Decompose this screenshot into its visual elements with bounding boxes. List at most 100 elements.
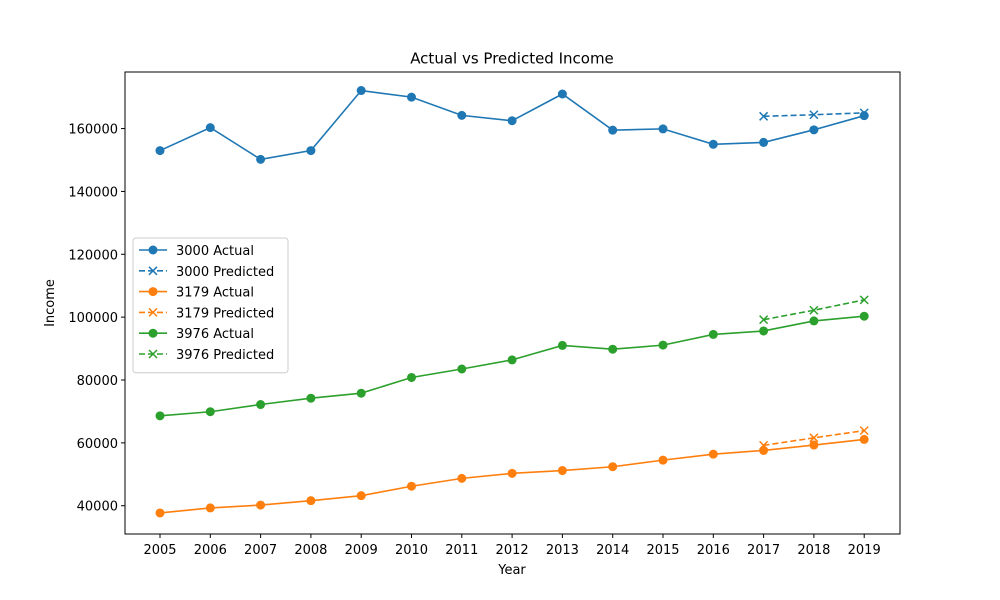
legend-label: 3179 Actual <box>176 286 254 301</box>
data-point <box>407 481 416 491</box>
x-tick-label: 2008 <box>294 543 327 558</box>
chart-title: Actual vs Predicted Income <box>410 50 614 68</box>
plot-area <box>124 71 901 535</box>
data-point <box>809 125 819 135</box>
y-axis-label: Income <box>43 279 58 327</box>
y-tick-label: 40000 <box>77 500 118 515</box>
data-point <box>859 111 869 121</box>
x-tick-label: 2005 <box>143 543 176 558</box>
legend-marker <box>148 245 158 255</box>
x-tick-label: 2018 <box>797 543 830 558</box>
x-tick-label: 2017 <box>747 543 780 558</box>
data-point <box>407 372 416 382</box>
data-point <box>205 407 215 417</box>
data-point <box>256 154 266 164</box>
data-point <box>457 110 467 120</box>
x-tick-label: 2010 <box>395 543 428 558</box>
data-point <box>859 426 869 436</box>
series-marks <box>155 86 869 518</box>
data-point <box>507 116 517 126</box>
data-point <box>407 92 416 102</box>
y-tick-label: 100000 <box>68 311 118 326</box>
x-tick-label: 2007 <box>244 543 277 558</box>
data-point <box>809 316 819 326</box>
data-point <box>859 295 869 305</box>
data-point <box>256 500 266 510</box>
x-axis-label: Year <box>497 563 526 578</box>
data-point <box>155 508 165 518</box>
data-point <box>759 137 769 147</box>
data-point <box>557 340 567 350</box>
x-tick-label: 2012 <box>496 543 529 558</box>
y-tick-label: 80000 <box>77 374 118 389</box>
legend-marker <box>148 287 158 297</box>
data-point <box>457 473 467 483</box>
data-point <box>356 388 366 398</box>
data-point <box>658 455 668 465</box>
data-point <box>759 440 769 450</box>
data-point <box>859 311 869 321</box>
legend-label: 3000 Actual <box>176 244 254 259</box>
data-point <box>809 440 819 450</box>
data-point <box>809 305 819 315</box>
legend-label: 3179 Predicted <box>176 306 274 321</box>
legend-item: 3976 Actual <box>139 327 254 342</box>
legend-item: 3179 Predicted <box>139 306 274 321</box>
data-point <box>708 449 718 459</box>
legend-item: 3000 Actual <box>139 244 254 259</box>
series-3976-actual <box>155 311 869 421</box>
data-point <box>809 433 819 443</box>
data-point <box>507 468 517 478</box>
data-point <box>809 110 819 120</box>
y-axis: 40000 60000 80000 100000 120000 140000 160000 <box>68 123 125 515</box>
series-3179-actual <box>155 434 869 518</box>
series-line <box>763 299 865 321</box>
legend-box <box>132 237 289 374</box>
legend-item: 3179 Actual <box>139 286 254 301</box>
data-point <box>708 139 718 149</box>
legend-item: 3000 Predicted <box>139 265 274 280</box>
data-point <box>155 411 165 421</box>
x-tick-label: 2013 <box>546 543 579 558</box>
x-tick-label: 2009 <box>345 543 378 558</box>
x-tick-label: 2011 <box>445 543 478 558</box>
data-point <box>306 146 316 156</box>
legend-label: 3000 Predicted <box>176 265 274 280</box>
x-tick-label: 2006 <box>194 543 227 558</box>
y-tick-label: 160000 <box>68 123 118 138</box>
data-point <box>205 123 215 133</box>
legend: 3000 Actual 3000 Predicted 3179 Actual 3179… <box>132 237 289 374</box>
data-point <box>859 108 869 118</box>
x-axis: 2005 2006 2007 2008 2009 2010 2011 2012 2013 2014… <box>143 534 881 558</box>
series-3179-predicted <box>759 426 869 450</box>
y-tick-label: 60000 <box>77 437 118 452</box>
data-point <box>256 400 266 410</box>
x-tick-label: 2019 <box>848 543 881 558</box>
data-point <box>759 315 769 325</box>
data-point <box>658 340 668 350</box>
data-point <box>708 329 718 339</box>
data-point <box>205 503 215 513</box>
legend-label: 3976 Predicted <box>176 348 274 363</box>
data-point <box>356 491 366 501</box>
data-point <box>608 344 618 354</box>
data-point <box>759 111 769 121</box>
legend-label: 3976 Actual <box>176 327 254 342</box>
legend-marker <box>148 328 158 338</box>
data-point <box>859 434 869 444</box>
x-tick-label: 2014 <box>596 543 629 558</box>
legend-marker <box>148 307 158 317</box>
data-point <box>557 89 567 99</box>
legend-item: 3976 Predicted <box>139 348 274 363</box>
data-point <box>759 326 769 336</box>
legend-marker <box>148 349 158 359</box>
data-point <box>608 462 618 472</box>
y-tick-label: 140000 <box>68 185 118 200</box>
data-point <box>507 355 517 365</box>
x-tick-label: 2015 <box>646 543 679 558</box>
series-3000-predicted <box>759 108 869 121</box>
legend-marker <box>148 266 158 276</box>
series-3000-actual <box>155 86 869 164</box>
data-point <box>658 124 668 134</box>
